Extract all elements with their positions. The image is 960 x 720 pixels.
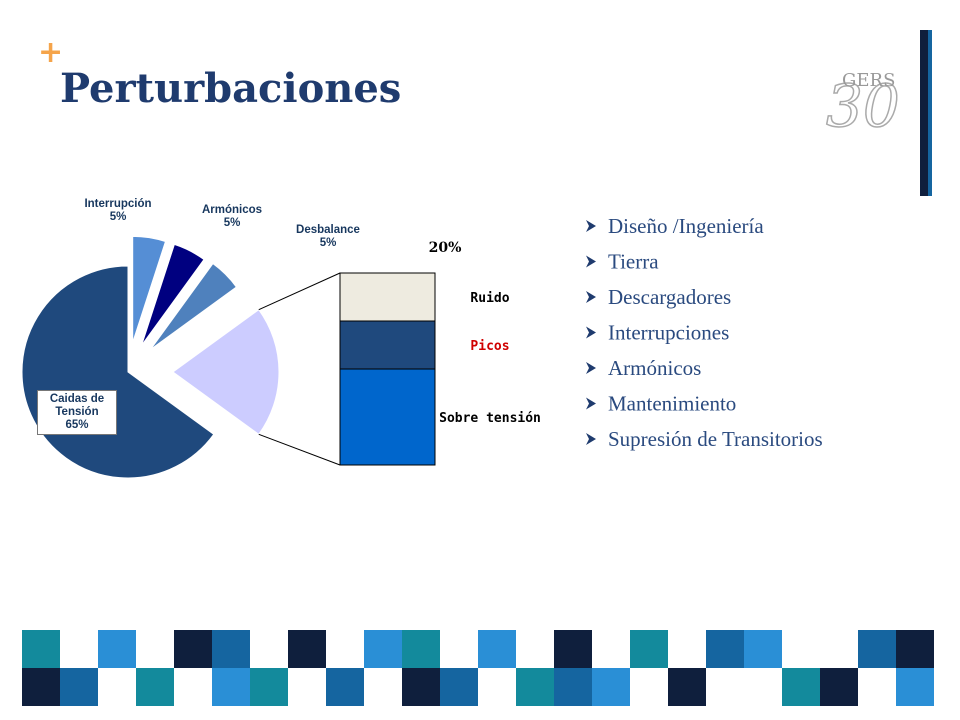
breakdown-segment xyxy=(339,368,436,466)
deco-square xyxy=(858,630,896,668)
deco-square xyxy=(668,668,706,706)
deco-square xyxy=(250,668,288,706)
deco-square xyxy=(326,668,364,706)
pie-label-value: 5% xyxy=(109,211,127,223)
bullet-text: Tierra xyxy=(608,250,659,274)
deco-square xyxy=(478,630,516,668)
deco-square xyxy=(440,668,478,706)
deco-square xyxy=(364,630,402,668)
deco-square xyxy=(402,668,440,706)
deco-square xyxy=(630,630,668,668)
pie-label-name: Interrupción xyxy=(84,198,152,210)
value-label: 20% xyxy=(429,240,462,256)
deco-square xyxy=(896,630,934,668)
pie-label-value: 65% xyxy=(65,419,89,431)
breakdown-label: Ruido xyxy=(470,291,509,306)
svg-text:30: 30 xyxy=(826,72,900,140)
pie-slice xyxy=(150,262,238,350)
deco-square xyxy=(22,668,60,706)
connector xyxy=(258,272,341,311)
deco-square xyxy=(98,630,136,668)
bullet-text: Descargadores xyxy=(608,285,731,309)
bullet-arrow xyxy=(586,397,596,410)
logo-text: GERS xyxy=(842,70,895,91)
deco-square xyxy=(516,668,554,706)
slide-title: Perturbaciones xyxy=(60,65,401,112)
pie-label-name: Caidas de Tensión xyxy=(49,393,105,418)
pie-label-name: Desbalance xyxy=(296,224,360,236)
deco-square xyxy=(592,668,630,706)
deco-square xyxy=(212,630,250,668)
deco-square xyxy=(22,630,60,668)
deco-square xyxy=(782,668,820,706)
bullet-text: Mantenimiento xyxy=(608,392,736,416)
pie-label-value: 5% xyxy=(319,237,337,249)
deco-square xyxy=(744,630,782,668)
pie-label: Interrupción 5% xyxy=(73,198,163,224)
bullet-arrow xyxy=(586,326,596,339)
pie-label: Armónicos 5% xyxy=(187,204,277,230)
deco-square xyxy=(554,668,592,706)
bullet-arrow xyxy=(586,291,596,303)
bullet-text: Armónicos xyxy=(608,356,701,380)
pie-label: Desbalance 5% xyxy=(283,224,373,250)
breakdown-label: Sobre tensión xyxy=(439,411,541,426)
deco-square xyxy=(554,630,592,668)
deco-square xyxy=(706,630,744,668)
bullet-text: Supresión de Transitorios xyxy=(608,427,823,451)
bullet-text: Diseño /Ingeniería xyxy=(608,214,764,238)
breakdown-segment xyxy=(339,272,436,322)
deco-square xyxy=(896,668,934,706)
deco-square xyxy=(288,630,326,668)
pie-label: Caidas de Tensión 65% xyxy=(37,390,117,435)
bullet-arrow xyxy=(586,433,596,445)
deco-square xyxy=(820,668,858,706)
bullet-arrow xyxy=(586,255,596,268)
deco-square xyxy=(174,630,212,668)
breakdown-segment xyxy=(339,320,436,370)
side-bar-edge xyxy=(928,30,932,196)
pie-slice xyxy=(141,243,205,346)
pie-label-name: Armónicos xyxy=(201,204,263,216)
pie-slice xyxy=(132,235,167,343)
pie-label-value: 5% xyxy=(223,217,241,229)
plus-icon: + xyxy=(38,35,63,70)
bullet-arrow xyxy=(586,220,596,232)
deco-square xyxy=(402,630,440,668)
bullet-text: Interrupciones xyxy=(608,321,729,345)
breakdown-label: Picos xyxy=(470,339,509,354)
connector xyxy=(258,433,341,466)
deco-square xyxy=(136,668,174,706)
logo: 30 GERS xyxy=(825,70,900,141)
deco-square xyxy=(60,668,98,706)
pie-slice xyxy=(172,308,280,436)
deco-square xyxy=(212,668,250,706)
bullet-arrow xyxy=(586,362,596,374)
